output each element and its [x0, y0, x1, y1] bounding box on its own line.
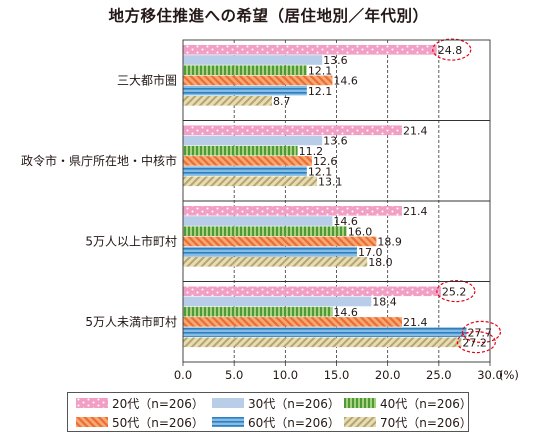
bar: [183, 135, 323, 146]
data-label: 27.2: [462, 337, 487, 350]
axes: 0.0 5.0 10.0 15.0 20.0 25.0 30.0(%) 三大都市圏政令市・県庁…: [21, 39, 519, 382]
bar: [183, 125, 402, 136]
bar: [183, 216, 333, 226]
data-label: 25.2: [442, 286, 467, 299]
data-label: 17.0: [358, 246, 383, 259]
legend-label: 30代（n=206）: [248, 396, 340, 411]
category-label: 三大都市圏: [117, 72, 177, 87]
highlight-circle: [461, 320, 502, 343]
bar: [183, 296, 372, 307]
x-tick-label: 20.0: [375, 368, 401, 382]
value-labels: 24.813.612.114.612.18.721.413.611.212.61…: [273, 38, 502, 354]
x-tick-label: 30.0: [477, 368, 503, 382]
bar: [183, 327, 467, 337]
legend: 20代（n=206） 30代（n=206） 40代（n=206） 50代（n=206）…: [67, 392, 472, 432]
data-label: 21.4: [403, 125, 428, 138]
legend-swatch: [76, 398, 108, 408]
bar: [183, 156, 312, 166]
legend-swatch: [344, 417, 376, 427]
data-label: 18.4: [372, 296, 397, 309]
category-label: 政令市・県庁所在地・中核市: [21, 153, 177, 168]
data-label: 14.6: [333, 215, 358, 228]
x-tick-label: 5.0: [225, 368, 243, 382]
data-label: 27.7: [467, 326, 492, 339]
bars: [183, 45, 467, 348]
highlight-circle: [432, 38, 472, 61]
data-label: 12.1: [308, 64, 333, 77]
data-label: 12.1: [308, 85, 333, 98]
bar: [183, 166, 307, 176]
bar: [183, 55, 323, 65]
data-label: 14.6: [333, 75, 358, 88]
bar: [183, 45, 437, 55]
legend-item: 20代（n=206）: [76, 394, 204, 412]
data-label: 12.1: [308, 165, 333, 178]
bar: [183, 206, 402, 216]
bar: [183, 75, 333, 86]
legend-item: 60代（n=206）: [212, 413, 340, 431]
legend-label: 50代（n=206）: [112, 415, 204, 430]
legend-swatch: [212, 398, 244, 408]
data-label: 14.6: [333, 306, 358, 319]
highlight-circle: [456, 331, 496, 354]
x-tick-label: 25.0: [426, 368, 452, 382]
bar: [183, 317, 402, 327]
data-label: 12.6: [313, 155, 338, 168]
data-label: 16.0: [348, 225, 373, 238]
legend-item: 30代（n=206）: [212, 394, 340, 412]
data-label: 13.6: [323, 135, 348, 148]
bar: [183, 65, 307, 75]
bar: [183, 176, 318, 187]
bar: [183, 226, 347, 236]
bar: [183, 145, 298, 156]
legend-item: 50代（n=206）: [76, 413, 204, 431]
bar: [183, 96, 273, 106]
bar: [183, 257, 368, 267]
data-label: 8.7: [273, 95, 291, 108]
x-axis-unit: (%): [499, 368, 519, 382]
legend-label: 20代（n=206）: [112, 396, 204, 411]
data-label: 13.6: [323, 54, 348, 67]
highlight-circle: [436, 280, 476, 303]
bar: [183, 246, 357, 257]
bar: [183, 85, 307, 96]
data-label: 24.8: [438, 44, 463, 57]
chart-title: 地方移住推進への希望（居住地別／年代別）: [108, 7, 429, 25]
x-tick-label: 0.0: [174, 368, 192, 382]
bar-chart: 24.813.612.114.612.18.721.413.611.212.61…: [21, 38, 519, 382]
legend-swatch: [344, 398, 376, 408]
bar: [183, 337, 462, 348]
x-tick-label: 15.0: [324, 368, 350, 382]
legend-label: 40代（n=206）: [380, 396, 472, 411]
category-label: 5万人以上市町村: [85, 233, 177, 248]
data-label: 21.4: [403, 205, 428, 218]
legend-swatch: [76, 417, 108, 427]
legend-item: 70代（n=206）: [344, 413, 472, 431]
category-label: 5万人未満市町村: [85, 314, 177, 329]
data-label: 18.9: [377, 236, 402, 249]
bar: [183, 306, 333, 317]
data-label: 18.0: [368, 256, 393, 269]
legend-swatch: [212, 417, 244, 427]
legend-item: 40代（n=206）: [344, 394, 472, 412]
legend-label: 60代（n=206）: [248, 415, 340, 430]
bar: [183, 286, 441, 297]
bar: [183, 236, 377, 247]
x-tick-label: 10.0: [273, 368, 299, 382]
data-label: 21.4: [403, 316, 428, 329]
data-label: 11.2: [299, 145, 324, 158]
data-label: 13.1: [318, 176, 343, 189]
legend-label: 70代（n=206）: [380, 415, 472, 430]
